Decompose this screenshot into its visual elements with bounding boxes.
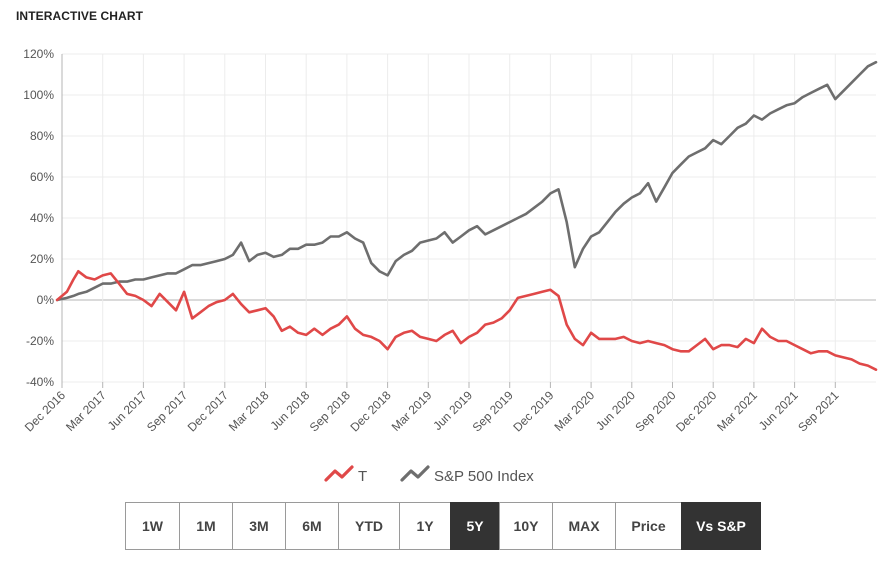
y-tick-label: 80% (30, 129, 54, 143)
x-tick-label: Mar 2017 (63, 388, 109, 434)
x-tick-label: Dec 2017 (185, 388, 231, 434)
x-tick-label: Jun 2019 (430, 388, 475, 433)
range-button-6m[interactable]: 6M (285, 502, 339, 550)
grid (61, 53, 876, 383)
range-button-1y[interactable]: 1Y (399, 502, 451, 550)
range-button-5y[interactable]: 5Y (450, 502, 500, 550)
legend-line-icon (400, 465, 430, 482)
x-tick-label: Sep 2020 (632, 388, 678, 434)
series-lines (55, 60, 878, 372)
interactive-chart[interactable]: -40%-20%0%20%40%60%80%100%120% Dec 2016M… (0, 0, 896, 500)
range-selector: 1W 1M 3M 6M YTD 1Y 5Y 10Y MAX Price Vs S&P (125, 502, 761, 550)
x-tick-label: Dec 2018 (347, 388, 393, 434)
x-tick-label: Mar 2019 (389, 388, 435, 434)
range-button-price[interactable]: Price (615, 502, 682, 550)
x-tick-label: Jun 2020 (593, 388, 638, 433)
x-tick-label: Sep 2019 (470, 388, 516, 434)
y-axis: -40% -20% 0% 20% 40% 60% 80% 100% 120% (23, 47, 54, 389)
x-tick-label: Dec 2016 (22, 388, 68, 434)
range-button-1w[interactable]: 1W (125, 502, 180, 550)
x-tick-label: Jun 2018 (267, 388, 312, 433)
x-tick-label: Jun 2021 (756, 388, 801, 433)
x-tick-label: Dec 2019 (510, 388, 556, 434)
x-tick-label: Mar 2021 (714, 388, 760, 434)
range-button-vs-s-p[interactable]: Vs S&P (681, 502, 761, 550)
range-button-max[interactable]: MAX (552, 502, 616, 550)
y-tick-label: 20% (30, 252, 54, 266)
y-tick-label: 100% (23, 88, 54, 102)
range-button-3m[interactable]: 3M (232, 502, 286, 550)
x-tick-label: Sep 2021 (795, 388, 841, 434)
range-button-10y[interactable]: 10Y (499, 502, 553, 550)
series-line-t (55, 269, 878, 372)
y-tick-label: -20% (26, 334, 54, 348)
y-tick-label: 0% (37, 293, 55, 307)
chart-title: INTERACTIVE CHART (16, 9, 144, 23)
x-tick-label: Sep 2018 (307, 388, 353, 434)
legend[interactable]: T S&P 500 Index (324, 465, 534, 485)
x-tick-label: Mar 2020 (551, 388, 597, 434)
legend-item-t[interactable]: T (324, 465, 367, 485)
legend-item-sp500[interactable]: S&P 500 Index (400, 465, 534, 485)
y-tick-label: -40% (26, 375, 54, 389)
range-button-1m[interactable]: 1M (179, 502, 233, 550)
y-tick-label: 120% (23, 47, 54, 61)
x-tick-label: Dec 2020 (673, 388, 719, 434)
y-tick-label: 40% (30, 211, 54, 225)
x-tick-label: Mar 2018 (226, 388, 272, 434)
legend-line-icon (324, 465, 354, 482)
legend-label: T (358, 468, 367, 485)
series-line-sp500 (55, 60, 878, 302)
y-tick-label: 60% (30, 170, 54, 184)
x-tick-label: Jun 2017 (105, 388, 150, 433)
range-button-ytd[interactable]: YTD (338, 502, 400, 550)
legend-label: S&P 500 Index (434, 468, 534, 485)
x-tick-label: Sep 2017 (144, 388, 190, 434)
